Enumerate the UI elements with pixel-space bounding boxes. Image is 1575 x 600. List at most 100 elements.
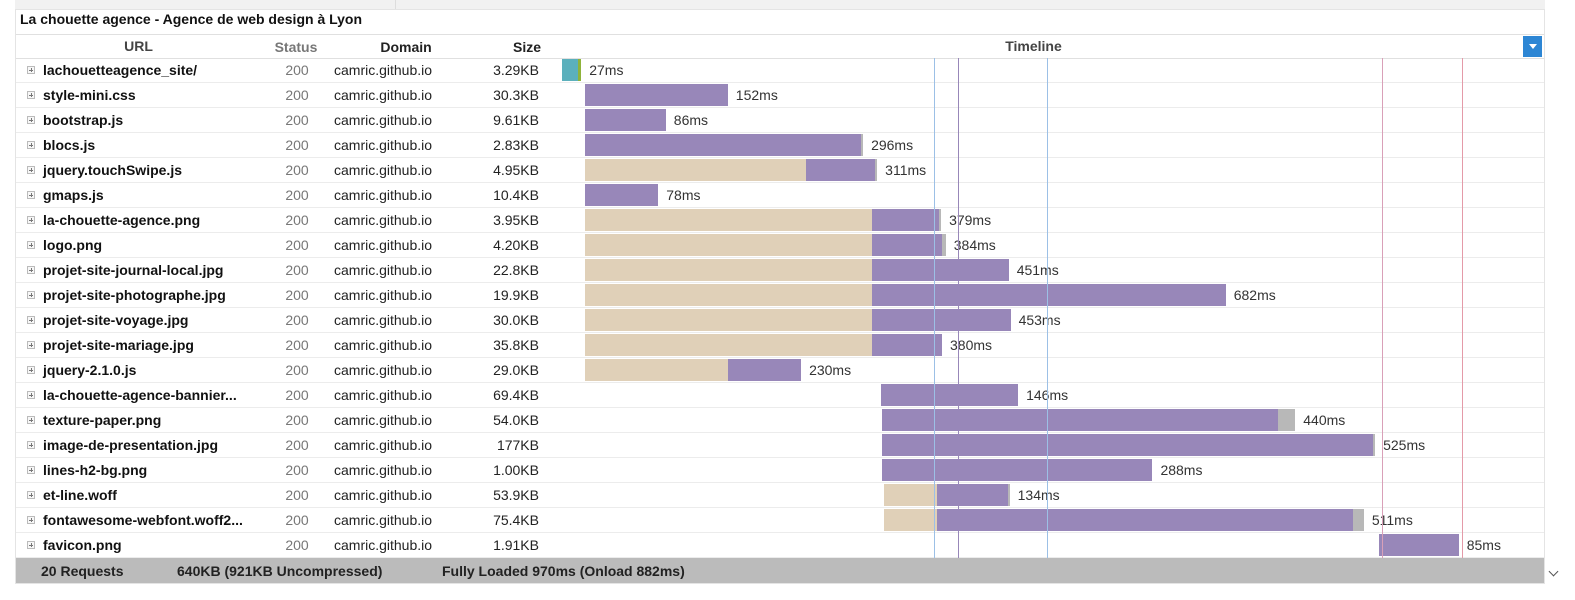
timeline-receive-bar[interactable] (937, 509, 1353, 531)
expand-plus-icon[interactable] (27, 516, 35, 524)
request-row[interactable]: bootstrap.js 200 camric.github.io 9.61KB 86m… (16, 108, 1544, 133)
timeline-wait-bar[interactable] (585, 159, 806, 181)
timeline-wait-bar[interactable] (585, 234, 873, 256)
request-url[interactable]: jquery-2.1.0.js (43, 362, 137, 378)
request-url[interactable]: lachouetteagence_site/ (43, 62, 198, 78)
expand-plus-icon[interactable] (27, 541, 35, 549)
request-row[interactable]: jquery.touchSwipe.js 200 camric.github.io 4… (16, 158, 1544, 183)
timeline-receive-bar[interactable] (805, 159, 876, 181)
timeline-tail-bar[interactable] (1007, 484, 1010, 506)
timeline-receive-bar[interactable] (872, 259, 1009, 281)
timeline-wait-bar[interactable] (585, 284, 873, 306)
expand-plus-icon[interactable] (27, 466, 35, 474)
timeline-receive-bar[interactable] (880, 384, 1019, 406)
column-header-status[interactable]: Status (274, 39, 318, 55)
request-url[interactable]: lines-h2-bg.png (43, 462, 148, 478)
timeline-tail-bar[interactable] (1278, 409, 1296, 431)
expand-plus-icon[interactable] (27, 266, 35, 274)
expand-plus-icon[interactable] (27, 191, 35, 199)
timeline-receive-bar[interactable] (872, 309, 1011, 331)
expand-plus-icon[interactable] (27, 241, 35, 249)
expand-plus-icon[interactable] (27, 91, 35, 99)
request-row[interactable]: la-chouette-agence-bannier... 200 camric.g… (16, 383, 1544, 408)
request-row[interactable]: gmaps.js 200 camric.github.io 10.4KB 78ms (16, 183, 1544, 208)
request-row[interactable]: logo.png 200 camric.github.io 4.20KB 384ms (16, 233, 1544, 258)
timeline-receive-bar[interactable] (872, 334, 942, 356)
timeline-wait-bar[interactable] (585, 309, 873, 331)
request-row[interactable]: projet-site-journal-local.jpg 200 camric.g… (16, 258, 1544, 283)
request-row[interactable]: image-de-presentation.jpg 200 camric.githu… (16, 433, 1544, 458)
request-row[interactable]: la-chouette-agence.png 200 camric.github.i… (16, 208, 1544, 233)
request-row[interactable]: projet-site-voyage.jpg 200 camric.github.i… (16, 308, 1544, 333)
expand-plus-icon[interactable] (27, 441, 35, 449)
request-url[interactable]: la-chouette-agence.png (43, 212, 201, 228)
expand-plus-icon[interactable] (27, 341, 35, 349)
request-url[interactable]: bootstrap.js (43, 112, 124, 128)
expand-plus-icon[interactable] (27, 491, 35, 499)
column-header-timeline[interactable]: Timeline (1005, 38, 1062, 54)
timeline-receive-bar[interactable] (881, 434, 1374, 456)
request-row[interactable]: lines-h2-bg.png 200 camric.github.io 1.00KB… (16, 458, 1544, 483)
expand-plus-icon[interactable] (27, 366, 35, 374)
timeline-tail-bar[interactable] (939, 209, 942, 231)
request-url[interactable]: logo.png (43, 237, 103, 253)
expand-plus-icon[interactable] (27, 141, 35, 149)
timeline-tail-bar[interactable] (1373, 434, 1376, 456)
timeline-tail-bar[interactable] (861, 134, 864, 156)
request-row[interactable]: projet-site-mariage.jpg 200 camric.github.… (16, 333, 1544, 358)
timeline-receive-bar[interactable] (872, 209, 940, 231)
timeline-receive-bar[interactable] (585, 84, 728, 106)
request-url[interactable]: et-line.woff (43, 487, 117, 503)
request-row[interactable]: et-line.woff 200 camric.github.io 53.9KB 134… (16, 483, 1544, 508)
expand-plus-icon[interactable] (27, 316, 35, 324)
request-url[interactable]: style-mini.css (43, 87, 136, 103)
request-url[interactable]: favicon.png (43, 537, 122, 553)
request-url[interactable]: blocs.js (43, 137, 96, 153)
timeline-dropdown-button[interactable] (1523, 36, 1542, 57)
request-url[interactable]: fontawesome-webfont.woff2... (43, 512, 243, 528)
request-row[interactable]: favicon.png 200 camric.github.io 1.91KB 85ms (16, 533, 1544, 558)
request-row[interactable]: jquery-2.1.0.js 200 camric.github.io 29.0KB… (16, 358, 1544, 383)
timeline-dns-bar[interactable] (561, 59, 579, 81)
request-row[interactable]: texture-paper.png 200 camric.github.io 54.0… (16, 408, 1544, 433)
timeline-tail-bar[interactable] (875, 159, 878, 181)
column-header-url[interactable]: URL (124, 38, 153, 54)
timeline-receive-bar[interactable] (872, 284, 1226, 306)
request-row[interactable]: fontawesome-webfont.woff2... 200 camric.gi… (16, 508, 1544, 533)
timeline-tail-bar[interactable] (942, 234, 946, 256)
timeline-receive-bar[interactable] (881, 459, 1153, 481)
expand-plus-icon[interactable] (27, 166, 35, 174)
request-row[interactable]: blocs.js 200 camric.github.io 2.83KB 296ms (16, 133, 1544, 158)
timeline-tail-bar[interactable] (1352, 509, 1364, 531)
timeline-wait-bar[interactable] (585, 334, 873, 356)
expand-plus-icon[interactable] (27, 416, 35, 424)
request-url[interactable]: projet-site-photographe.jpg (43, 287, 226, 303)
timeline-connect-bar[interactable] (578, 59, 582, 81)
timeline-wait-bar[interactable] (585, 259, 873, 281)
timeline-wait-bar[interactable] (883, 484, 938, 506)
scroll-down-arrow-icon[interactable] (1549, 567, 1559, 577)
expand-plus-icon[interactable] (27, 66, 35, 74)
request-url[interactable]: projet-site-mariage.jpg (43, 337, 194, 353)
expand-plus-icon[interactable] (27, 391, 35, 399)
timeline-receive-bar[interactable] (937, 484, 1008, 506)
timeline-receive-bar[interactable] (585, 134, 862, 156)
expand-plus-icon[interactable] (27, 216, 35, 224)
column-header-domain[interactable]: Domain (380, 39, 432, 55)
request-url[interactable]: projet-site-journal-local.jpg (43, 262, 224, 278)
request-url[interactable]: image-de-presentation.jpg (43, 437, 219, 453)
request-url[interactable]: jquery.touchSwipe.js (43, 162, 182, 178)
request-row[interactable]: lachouetteagence_site/200 camric.github.i… (16, 58, 1544, 83)
timeline-receive-bar[interactable] (881, 409, 1279, 431)
request-row[interactable]: style-mini.css 200 camric.github.io 30.3KB 1… (16, 83, 1544, 108)
column-header-size[interactable]: Size (512, 39, 541, 55)
timeline-wait-bar[interactable] (585, 209, 873, 231)
timeline-receive-bar[interactable] (727, 359, 802, 381)
request-url[interactable]: texture-paper.png (43, 412, 162, 428)
timeline-receive-bar[interactable] (872, 234, 942, 256)
timeline-receive-bar[interactable] (585, 184, 659, 206)
expand-plus-icon[interactable] (27, 291, 35, 299)
timeline-receive-bar[interactable] (1378, 534, 1459, 556)
request-url[interactable]: la-chouette-agence-bannier... (43, 387, 237, 403)
timeline-receive-bar[interactable] (585, 109, 666, 131)
